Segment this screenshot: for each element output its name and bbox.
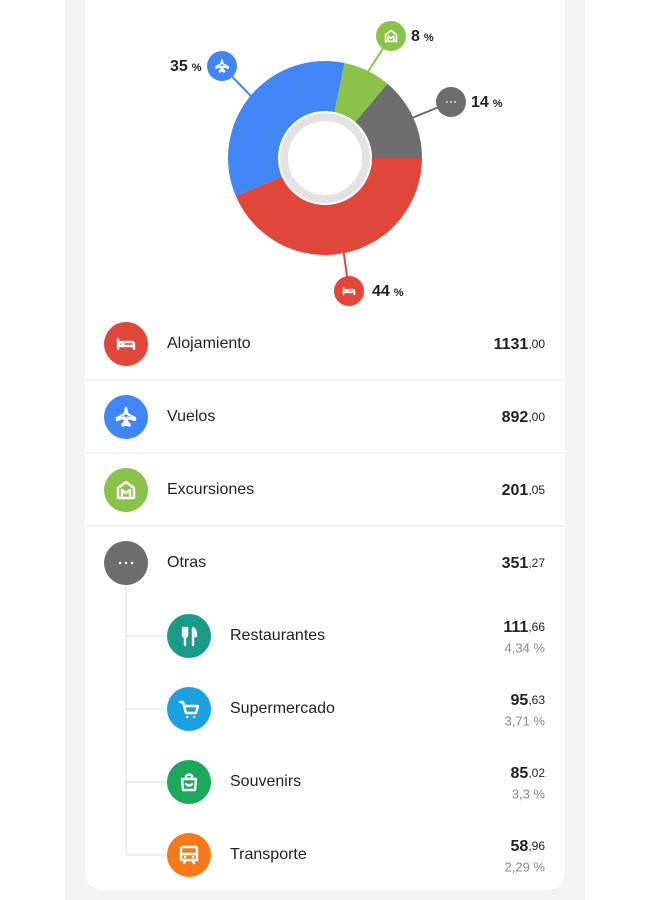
percent-unit: % (192, 62, 202, 74)
category-icon-glyph (115, 406, 137, 427)
subcategory-share: 4,34 % (505, 640, 546, 655)
amount: 58,96 (511, 838, 546, 855)
category-name[interactable]: Otras (167, 554, 206, 571)
subcategory-share: 2,29 % (505, 859, 546, 874)
amount: 111,66 (503, 619, 545, 636)
subcategory-icon (167, 760, 211, 804)
donut-segment (235, 158, 422, 255)
percent-label: 35 (170, 58, 188, 75)
tree-lines (125, 585, 167, 856)
category-name[interactable]: Alojamiento (167, 335, 251, 352)
percent-unit: % (424, 32, 434, 44)
callout-icon (207, 51, 237, 81)
subcategory-icon-glyph (181, 626, 198, 647)
category-list: Alojamiento 1131,00 Vuelos 892,00 Excursione… (85, 322, 565, 877)
callout-icon-glyph (384, 29, 398, 43)
subcategory-share: 3,71 % (505, 713, 546, 728)
amount: 892,00 (502, 409, 546, 426)
donut-chart: 44 % 35 % 8 % 14% (170, 21, 503, 306)
card (85, 0, 565, 890)
callout-icon (376, 21, 406, 51)
category-icon (104, 468, 148, 512)
percent-unit: % (493, 98, 503, 110)
subcategory-icon-glyph (178, 700, 200, 719)
category-icon-glyph (116, 337, 136, 351)
amount: 95,63 (511, 692, 546, 709)
category-icon-glyph (116, 480, 136, 500)
donut-segment (355, 83, 422, 158)
callout-icon (334, 276, 364, 306)
percent-unit: % (394, 287, 404, 299)
category-name[interactable]: Excursiones (167, 481, 254, 498)
subcategory-icon-glyph (180, 773, 198, 792)
subcategory-share: 3,3 % (512, 786, 546, 801)
category-icon (104, 322, 148, 366)
subcategory-name[interactable]: Supermercado (230, 700, 335, 717)
subcategory-name[interactable]: Souvenirs (230, 773, 301, 790)
category-name[interactable]: Vuelos (167, 408, 215, 425)
subcategory-name[interactable]: Transporte (230, 846, 307, 863)
percent-label: 8 (411, 28, 420, 45)
callout-icon-glyph (342, 286, 356, 296)
amount: 1131,00 (494, 336, 546, 353)
subcategory-icon (167, 614, 211, 658)
subcategory-name[interactable]: Restaurantes (230, 627, 325, 644)
percent-label: 14 (471, 94, 489, 111)
donut-segment (228, 61, 345, 197)
donut-segment (334, 62, 388, 123)
percent-label: 44 (372, 283, 390, 300)
amount: 351,27 (502, 555, 546, 572)
subcategory-icon-glyph (179, 845, 199, 865)
callout-icon-glyph (215, 59, 229, 73)
amount: 201,05 (502, 482, 546, 499)
donut-ring (280, 113, 370, 203)
amount: 85,02 (511, 765, 546, 782)
subcategory-icon (167, 687, 211, 731)
category-icon (104, 395, 148, 439)
